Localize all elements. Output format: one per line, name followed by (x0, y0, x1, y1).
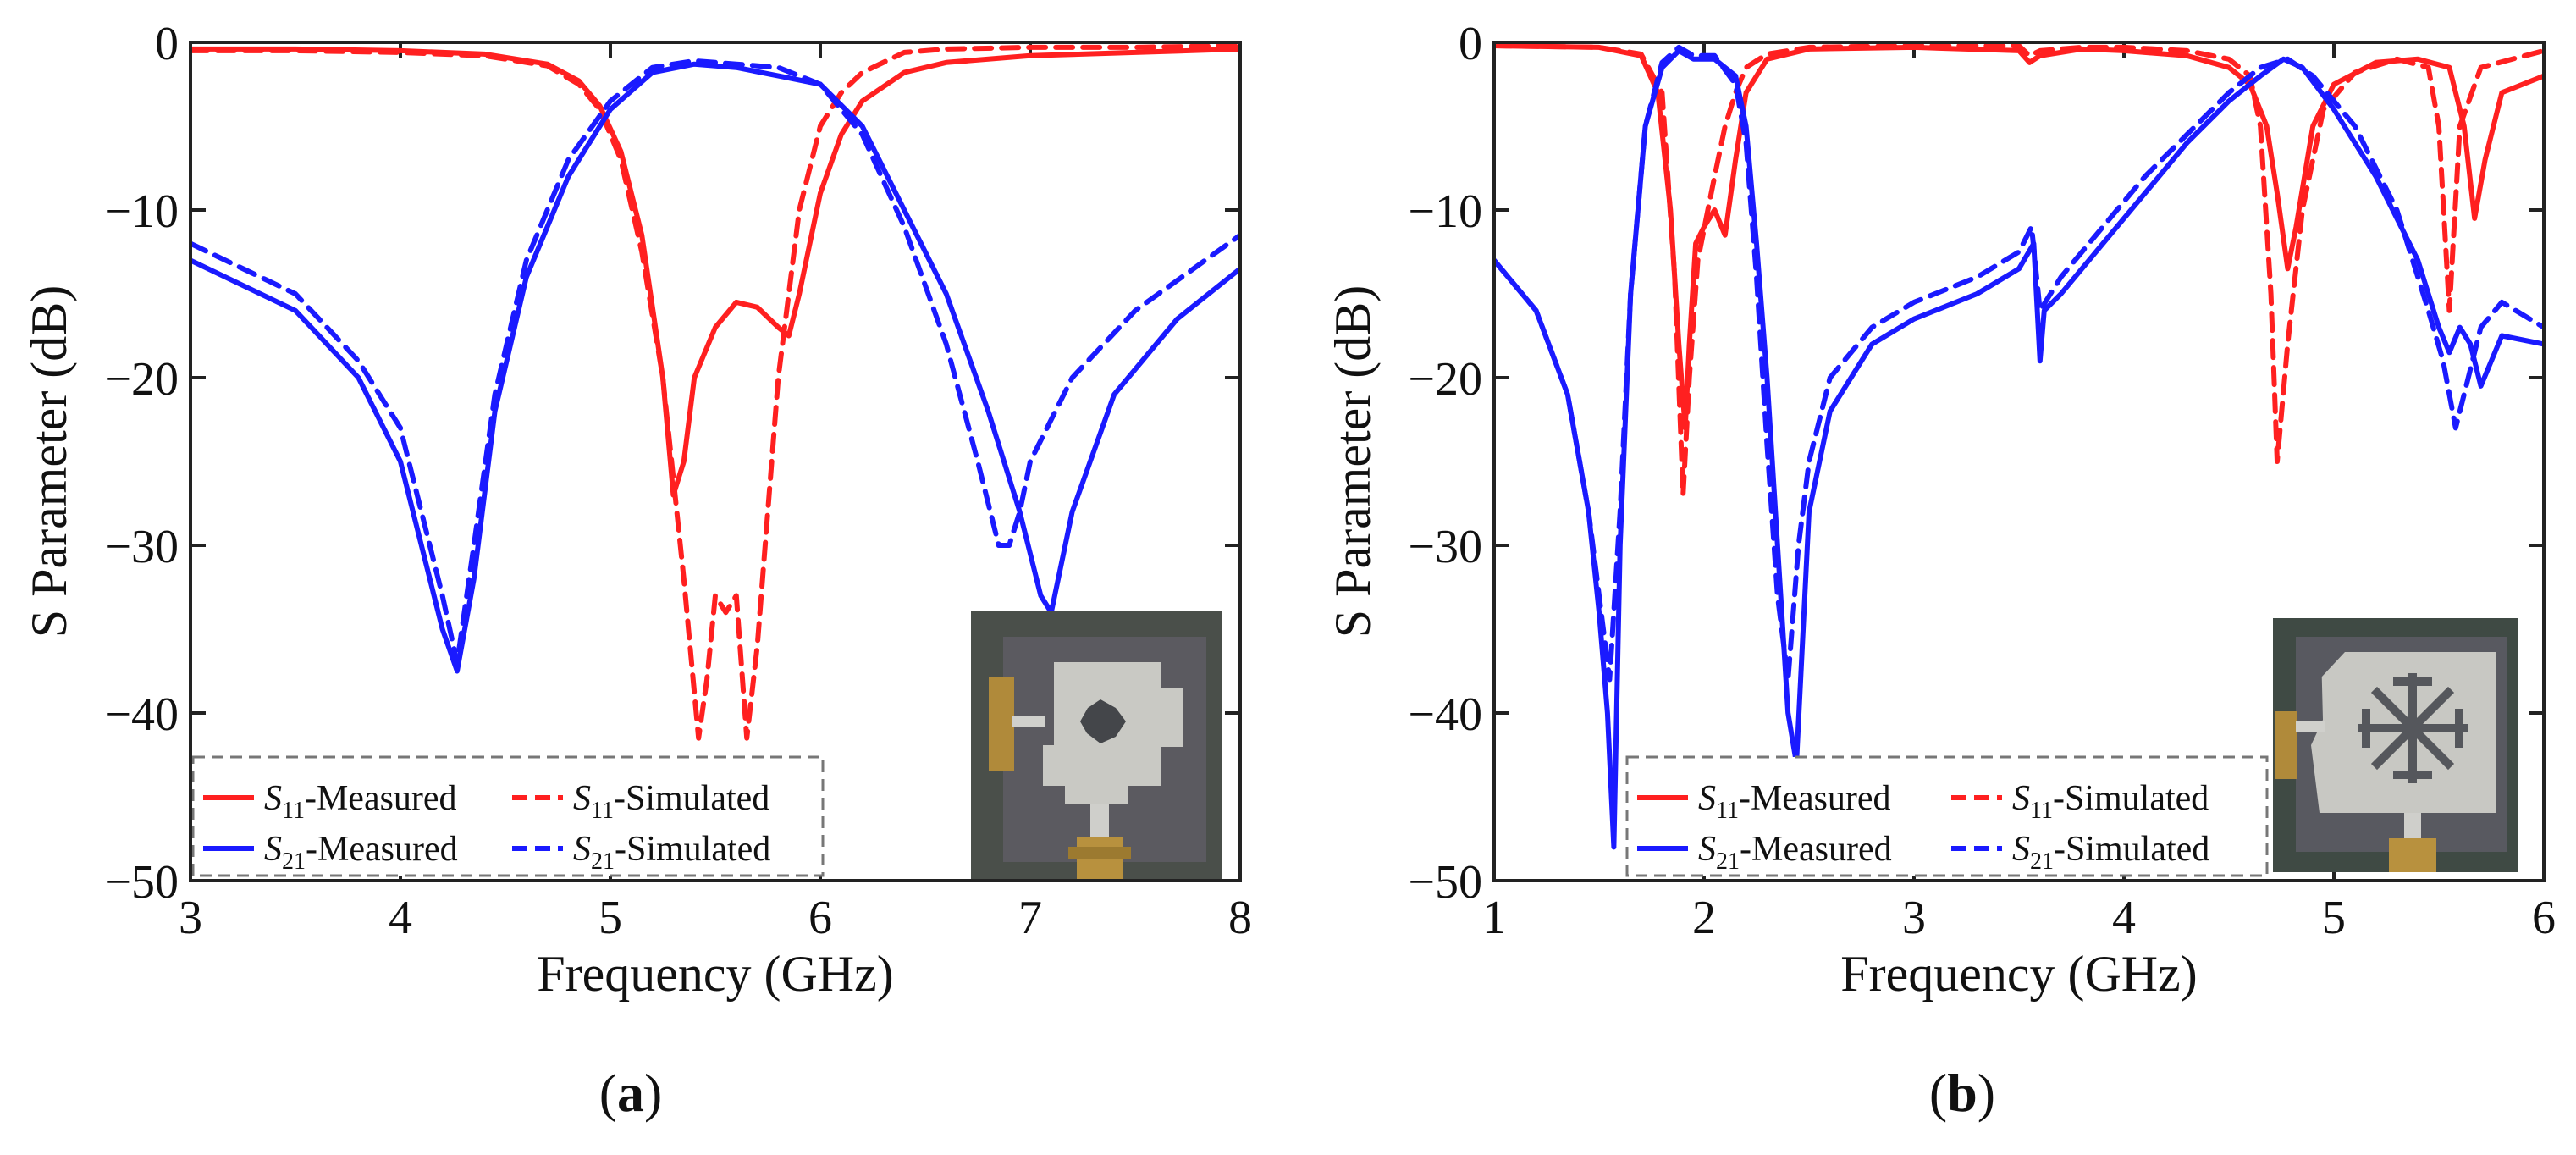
panel-a-series (190, 43, 1240, 741)
legend-entry-s21-measured: S21-Measured (203, 830, 458, 875)
panel-b-ticks: 1 2 3 4 5 6 0 −10 −20 −30 −40 −50 (1408, 18, 2556, 944)
panel-b-x-tick-label: 2 (1692, 892, 1716, 944)
panel-b-y-tick-label: −40 (1408, 688, 1482, 741)
panel-a-x-tick-label: 5 (598, 892, 622, 944)
svg-text:S21-Simulated: S21-Simulated (573, 830, 770, 875)
panel-a-x-tick-label: 3 (179, 892, 202, 944)
panel-b-legend: S11-Measured S11-Simulated S21-Measured … (1625, 755, 2269, 877)
panel-b-series-s11-simulated (1494, 43, 2544, 498)
svg-text:S11-Measured: S11-Measured (264, 779, 457, 824)
panel-a-y-tick-label: 0 (155, 18, 179, 70)
panel-b-x-tick-label: 5 (2322, 892, 2346, 944)
panel-b-y-tick-label: −30 (1408, 521, 1482, 573)
panel-a-plot-frame (189, 41, 1242, 882)
panel-a-inset-photo (971, 611, 1222, 881)
legend-entry-s11-simulated: S11-Simulated (512, 779, 769, 824)
panel-a-series-s21-simulated (190, 58, 1240, 666)
svg-text:S21-Simulated: S21-Simulated (2012, 830, 2209, 875)
panel-a-y-tick-label: −50 (104, 856, 179, 909)
panel-a-series-s11-simulated (190, 43, 1240, 741)
panel-b-series-s21-simulated (1494, 44, 2544, 682)
panel-a-chart: 3 4 5 6 7 8 0 −10 −20 −30 −40 −50 S11-Measured S11-… (21, 18, 1252, 1123)
panel-b-y-tick-label: −50 (1408, 856, 1482, 909)
panel-a-y-tick-label: −10 (104, 185, 179, 238)
panel-a-x-tick-label: 4 (389, 892, 412, 944)
panel-a-y-tick-label: −30 (104, 521, 179, 573)
legend-entry-s21-measured: S21-Measured (1637, 830, 1892, 875)
svg-text:S11-Simulated: S11-Simulated (2012, 779, 2209, 824)
legend-entry-s11-measured: S11-Measured (203, 779, 457, 824)
panel-b-inset-photo (2273, 618, 2518, 872)
panel-b-chart: 1 2 3 4 5 6 0 −10 −20 −30 −40 −50 (1325, 18, 2556, 1123)
panel-a-series-s21-measured (190, 61, 1240, 674)
panel-b-plot-frame (1492, 41, 2546, 882)
panel-b-label: (b) (1929, 1063, 1995, 1123)
svg-text:S11-Simulated: S11-Simulated (573, 779, 769, 824)
legend-entry-s21-simulated: S21-Simulated (512, 830, 770, 875)
panel-b-y-tick-label: −20 (1408, 353, 1482, 406)
panel-a-x-tick-label: 6 (808, 892, 832, 944)
panel-a-x-tick-label: 8 (1228, 892, 1252, 944)
panel-a-series-s11-measured (190, 46, 1240, 498)
panel-b-x-tick-label: 3 (1902, 892, 1926, 944)
legend-entry-s11-simulated: S11-Simulated (1951, 779, 2209, 824)
panel-a-label: (a) (599, 1063, 663, 1123)
panel-b-y-tick-label: −10 (1408, 185, 1482, 238)
panel-a-ticks: 3 4 5 6 7 8 0 −10 −20 −30 −40 −50 (104, 18, 1252, 944)
panel-b-y-axis-label: S Parameter (dB) (1325, 285, 1381, 638)
svg-text:S21-Measured: S21-Measured (264, 830, 458, 875)
panel-a-y-tick-label: −40 (104, 688, 179, 741)
legend-entry-s11-measured: S11-Measured (1637, 779, 1891, 824)
panel-a-y-tick-label: −20 (104, 353, 179, 406)
panel-b-x-tick-label: 6 (2532, 892, 2556, 944)
panel-b-series (1494, 43, 2544, 850)
svg-text:S21-Measured: S21-Measured (1698, 830, 1892, 875)
panel-a-y-axis-label: S Parameter (dB) (21, 285, 77, 638)
legend-entry-s21-simulated: S21-Simulated (1951, 830, 2209, 875)
panel-a-legend: S11-Measured S11-Simulated S21-Measured … (191, 755, 825, 877)
panel-b-x-tick-label: 1 (1482, 892, 1506, 944)
panel-a-x-axis-label: Frequency (GHz) (537, 946, 894, 1002)
svg-text:S11-Measured: S11-Measured (1698, 779, 1891, 824)
panel-b-x-axis-label: Frequency (GHz) (1840, 946, 2198, 1002)
panel-b-x-tick-label: 4 (2112, 892, 2136, 944)
panel-a-x-tick-label: 7 (1018, 892, 1042, 944)
panel-b-y-tick-label: 0 (1459, 18, 1482, 70)
